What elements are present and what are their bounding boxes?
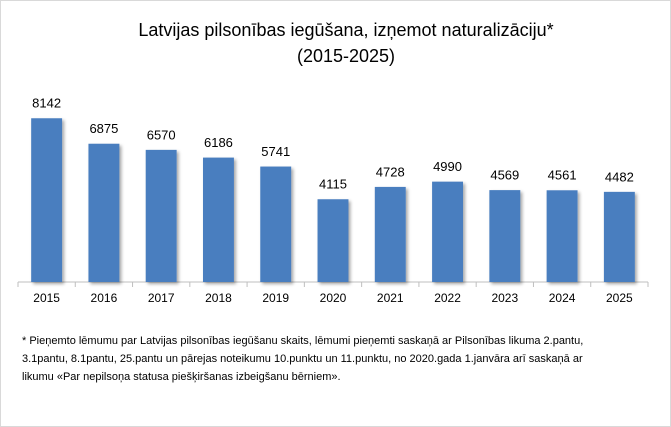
x-tick-label: 2016 <box>91 291 118 305</box>
x-tick-label: 2025 <box>606 291 633 305</box>
x-tick-label: 2015 <box>33 291 60 305</box>
bar <box>202 157 234 282</box>
chart-title: Latvijas pilsonības iegūšana, izņemot na… <box>138 20 553 40</box>
value-label: 8142 <box>32 96 61 111</box>
value-label: 6875 <box>89 121 118 136</box>
footnote: 3.1pantu, 8.1pantu, 25.pantu un pārejas … <box>22 353 583 365</box>
bar <box>145 149 177 282</box>
bar <box>260 166 292 282</box>
bar <box>432 181 464 282</box>
value-label: 6570 <box>147 127 176 142</box>
footnote: * Pieņemto lēmumu par Latvijas pilsonība… <box>22 335 583 347</box>
value-label: 4728 <box>376 164 405 179</box>
value-label: 5741 <box>261 144 290 159</box>
chart-subtitle: (2015-2025) <box>297 46 395 66</box>
x-tick-label: 2021 <box>377 291 404 305</box>
bar <box>374 186 406 282</box>
value-label: 4115 <box>319 177 347 192</box>
value-label: 6186 <box>204 135 233 150</box>
x-tick-label: 2023 <box>491 291 518 305</box>
bar <box>489 190 521 282</box>
x-tick-label: 2020 <box>320 291 347 305</box>
value-label: 4990 <box>433 159 462 174</box>
value-label: 4561 <box>548 168 577 183</box>
footnote: likumu «Par nepilsoņa statusa piešķiršan… <box>22 371 341 383</box>
x-tick-label: 2018 <box>205 291 232 305</box>
bar <box>31 118 63 282</box>
bar <box>317 199 349 282</box>
x-tick-label: 2019 <box>262 291 289 305</box>
x-tick-label: 2022 <box>434 291 461 305</box>
x-tick-label: 2017 <box>148 291 175 305</box>
x-tick-label: 2024 <box>549 291 576 305</box>
bar <box>546 190 578 282</box>
value-label: 4569 <box>490 168 519 183</box>
value-label: 4482 <box>605 169 634 184</box>
bar <box>603 191 635 282</box>
bar <box>88 143 120 282</box>
